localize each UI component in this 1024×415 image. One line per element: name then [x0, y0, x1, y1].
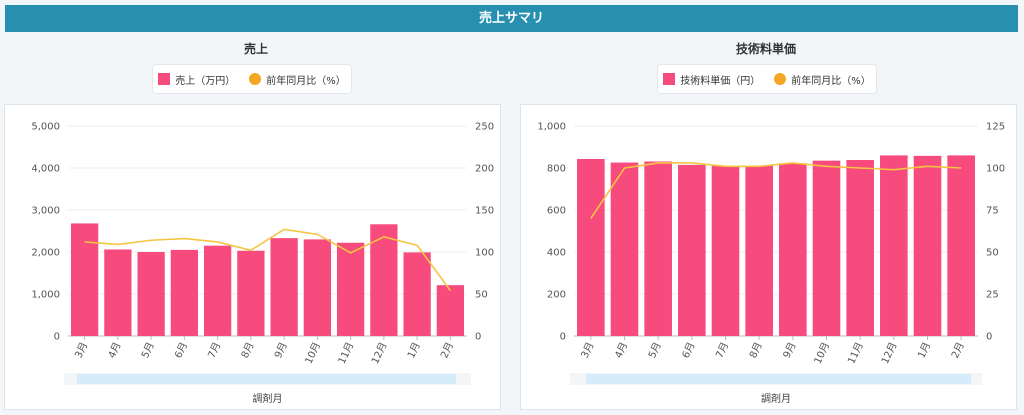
x-tick-label: 7月: [206, 340, 224, 360]
dot-swatch-icon: [774, 73, 787, 85]
sales-chart: 0 0 1,000 50 2,000 100 3,000 150 4,000 200 5,000 25…: [31, 122, 494, 406]
y-tick-left: 0: [54, 332, 60, 343]
bar[interactable]: [644, 161, 672, 336]
x-axis-label: 調剤月: [761, 392, 791, 405]
legend-label: 技術料単価（円）: [680, 75, 761, 87]
x-tick-label: 6月: [172, 340, 190, 360]
x-tick-label: 12月: [369, 340, 389, 366]
bar[interactable]: [610, 162, 639, 336]
y-tick-left: 1,000: [31, 290, 60, 301]
dot-swatch-icon: [249, 73, 262, 85]
x-tick-label: 9月: [781, 340, 799, 360]
x-tick-label: 6月: [680, 340, 698, 360]
bar[interactable]: [880, 155, 908, 336]
unit-price-chart: 0 0 200 25 400 50 600 75 800 100 1,000 125 3月 4月 5月 6月 7…: [537, 122, 1005, 406]
x-axis-label: 調剤月: [253, 392, 283, 405]
page-header: 売上サマリ: [5, 5, 1018, 32]
x-tick-label: 11月: [336, 340, 356, 366]
y-tick-right: 150: [475, 206, 494, 217]
x-tick-label: 2月: [949, 340, 967, 360]
bar[interactable]: [913, 155, 942, 336]
x-tick-label: 10月: [812, 340, 832, 366]
y-tick-right: 75: [986, 206, 999, 217]
bar[interactable]: [237, 250, 265, 336]
y-tick-left: 3,000: [31, 206, 60, 217]
y-tick-right: 125: [986, 122, 1005, 133]
bar[interactable]: [70, 223, 99, 336]
bar[interactable]: [170, 249, 199, 336]
x-tick-label: 4月: [106, 340, 124, 360]
x-tick-label: 3月: [579, 340, 597, 360]
bar[interactable]: [846, 160, 874, 336]
bar[interactable]: [779, 163, 807, 336]
y-tick-left: 1,000: [537, 122, 566, 133]
y-tick-right: 100: [475, 248, 494, 259]
chart-panel-unit-price: 0 0 200 25 400 50 600 75 800 100 1,000 125 3月 4月 5月 6月 7…: [520, 104, 1017, 410]
legend-unit-price: 技術料単価（円） 前年同月比（%）: [657, 64, 877, 94]
y-tick-left: 800: [547, 164, 566, 175]
chart-title-sales: 売上: [243, 42, 268, 56]
x-tick-label: 5月: [646, 340, 664, 360]
bar[interactable]: [678, 164, 706, 336]
legend-item-sales-yoy[interactable]: 前年同月比（%）: [249, 72, 346, 87]
x-tick-label: 10月: [303, 340, 323, 366]
legend-item-price-yoy[interactable]: 前年同月比（%）: [774, 72, 871, 87]
bar[interactable]: [270, 238, 298, 336]
y-tick-left: 600: [547, 206, 566, 217]
yoy-line[interactable]: [84, 228, 452, 292]
x-tick-label: 2月: [438, 340, 456, 360]
bar[interactable]: [577, 158, 605, 336]
y-tick-left: 400: [547, 248, 566, 259]
bar[interactable]: [812, 160, 841, 336]
y-tick-right: 0: [475, 332, 481, 343]
x-tick-label: 8月: [747, 340, 765, 360]
x-tick-label: 4月: [612, 340, 630, 360]
y-tick-right: 250: [475, 122, 494, 133]
y-tick-right: 50: [475, 290, 488, 301]
bar[interactable]: [203, 245, 232, 336]
chart-title-unit-price: 技術料単価: [735, 42, 796, 56]
x-tick-label: 11月: [845, 340, 865, 366]
bar[interactable]: [104, 249, 132, 336]
y-tick-right: 200: [475, 164, 494, 175]
x-tick-label: 7月: [713, 340, 731, 360]
y-tick-left: 0: [560, 332, 566, 343]
legend-label: 前年同月比（%）: [266, 75, 346, 87]
y-tick-right: 100: [986, 164, 1005, 175]
chart-panel-sales: 0 0 1,000 50 2,000 100 3,000 150 4,000 200 5,000 25…: [4, 104, 501, 410]
y-tick-right: 0: [986, 332, 992, 343]
bar[interactable]: [947, 155, 975, 336]
bar-swatch-icon: [663, 73, 676, 85]
bar[interactable]: [336, 242, 365, 336]
zoom-handle[interactable]: [77, 374, 456, 384]
bar[interactable]: [137, 252, 165, 336]
legend-item-price-bar[interactable]: 技術料単価（円）: [663, 72, 760, 87]
y-tick-left: 2,000: [31, 248, 60, 259]
x-tick-label: 1月: [915, 340, 933, 360]
y-tick-left: 5,000: [31, 122, 60, 133]
bar[interactable]: [403, 252, 431, 336]
x-tick-label: 1月: [405, 340, 423, 360]
x-tick-label: 3月: [73, 340, 91, 360]
zoom-handle[interactable]: [586, 374, 971, 384]
x-tick-label: 8月: [239, 340, 257, 360]
legend-label: 前年同月比（%）: [791, 75, 871, 87]
legend-sales: 売上（万円） 前年同月比（%）: [152, 64, 352, 94]
bar[interactable]: [711, 165, 740, 336]
legend-item-sales-bar[interactable]: 売上（万円）: [158, 72, 235, 87]
y-tick-right: 25: [986, 290, 999, 301]
x-tick-label: 9月: [272, 340, 290, 360]
y-tick-right: 50: [986, 248, 999, 259]
y-tick-left: 200: [547, 290, 566, 301]
x-tick-label: 5月: [139, 340, 157, 360]
y-tick-left: 4,000: [31, 164, 60, 175]
bar[interactable]: [303, 239, 332, 336]
bar-swatch-icon: [158, 73, 171, 85]
legend-label: 売上（万円）: [175, 75, 236, 87]
x-tick-label: 12月: [879, 340, 899, 366]
bar[interactable]: [436, 285, 465, 336]
bar[interactable]: [745, 165, 773, 336]
bar[interactable]: [370, 224, 398, 336]
yoy-line[interactable]: [590, 162, 962, 219]
